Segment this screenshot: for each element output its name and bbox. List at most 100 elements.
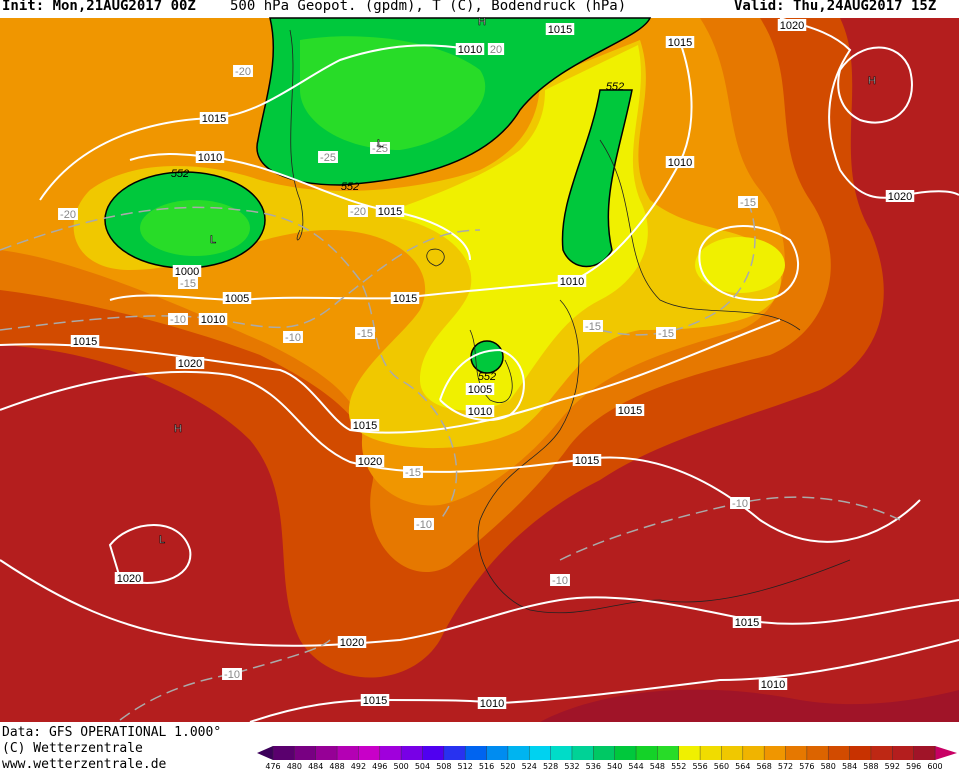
colorbar-label: 484 [308, 762, 323, 770]
colorbar-label: 584 [842, 762, 857, 770]
colorbar-label: 492 [351, 762, 366, 770]
isobar-label: 1015 [363, 695, 387, 707]
colorbar-label: 576 [799, 762, 814, 770]
isobar-label-box [337, 636, 367, 648]
temperature-label: -10 [416, 519, 432, 531]
colorbar-box [828, 746, 851, 760]
map-title: 500 hPa Geopot. (gpdm), T (C), Bodendruc… [230, 0, 626, 14]
footer: Data: GFS OPERATIONAL 1.000°(C) Wetterze… [2, 725, 221, 770]
colorbar-label: 532 [564, 762, 579, 770]
temperature-label-group: -20 [58, 208, 78, 221]
isobar-label-box [477, 697, 507, 709]
temperature-label: -15 [740, 197, 756, 209]
isobar-label-group: 1015 [665, 36, 695, 49]
colorbar-box [806, 746, 829, 760]
temperature-label-box [168, 313, 188, 325]
temperature-label-group: -10 [550, 574, 570, 587]
isotherm [0, 229, 481, 331]
colorbar-label: 592 [885, 762, 900, 770]
temperature-label-group: -25 [318, 151, 338, 164]
map: 1015 1015 1020 1010 1015 1010 1015 1010 1020 1000… [0, 16, 959, 723]
isobar-label-box [222, 292, 252, 304]
isobar-label: 1010 [198, 152, 222, 164]
temperature-label-box [656, 327, 676, 339]
field-dark-red [540, 689, 959, 722]
temperature-label-group: -10 [222, 668, 242, 681]
isobar [39, 44, 471, 201]
temperature-label-group: -10 [730, 497, 750, 510]
isobar [0, 559, 959, 647]
coast-britain [469, 329, 513, 403]
colorbar-label: 596 [906, 762, 921, 770]
colorbar-box [529, 746, 552, 760]
isobar-label-box [615, 404, 645, 416]
isobar-label-box [732, 616, 762, 628]
temperature-label: -25 [320, 152, 336, 164]
colorbar-box [742, 746, 765, 760]
colorbar-label: 528 [543, 762, 558, 770]
temperature-label-group: 20 [487, 43, 505, 56]
colorbar-box [443, 746, 466, 760]
temperature-label-group: -10 [168, 313, 188, 326]
temperature-label-box [58, 208, 78, 220]
colorbar-label: 516 [479, 762, 494, 770]
temperature-label-box [348, 205, 368, 217]
isobar-label-group: 1020 [114, 572, 144, 585]
isobar-label-group: 1015 [70, 335, 100, 348]
isobar-label: 1010 [480, 698, 504, 710]
colorbar-box [571, 746, 594, 760]
colorbar-box [657, 746, 680, 760]
colorbar-label: 512 [458, 762, 473, 770]
isobar-label-group: 1010 [198, 313, 228, 326]
temperature-label: -15 [357, 328, 373, 340]
isobar-label-group: 1015 [375, 205, 405, 218]
isobar-label: 1005 [468, 384, 492, 396]
colorbar-label: 520 [500, 762, 515, 770]
field-light-green-low [140, 200, 250, 256]
temperature-label-group: -10 [414, 518, 434, 531]
isobar [249, 639, 959, 723]
isobar-label: 1015 [378, 206, 402, 218]
isobar-label: 1010 [560, 276, 584, 288]
isobar-label: 1020 [117, 573, 141, 585]
temperature-label-box [222, 668, 242, 680]
temperature-label: -20 [350, 206, 366, 218]
isobar-label: 1020 [780, 20, 804, 32]
colorbar-label: 508 [436, 762, 451, 770]
isobar-label-group: 1015 [390, 292, 420, 305]
temperature-label-box [583, 320, 603, 332]
pressure-center: L [377, 138, 383, 150]
temperature-label-group: -20 [348, 205, 368, 218]
temperature-label-box [550, 574, 570, 586]
colorbar-label: 548 [650, 762, 665, 770]
temperature-label: -15 [585, 321, 601, 333]
isobar-label-group: 1020 [337, 636, 367, 649]
temperature-label: -10 [552, 575, 568, 587]
isobar-label: 1015 [668, 37, 692, 49]
temperature-label-box [233, 65, 253, 77]
temperature-label-box [403, 466, 423, 478]
isobar-label: 1020 [340, 637, 364, 649]
footer-line: (C) Wetterzentrale [2, 741, 143, 756]
isobar-label-group: 1010 [455, 43, 485, 56]
isobar-label: 1020 [358, 456, 382, 468]
colorbar-box [358, 746, 381, 760]
isobar-label-box [172, 265, 202, 277]
temperature-label: -10 [732, 498, 748, 510]
colorbar-box [764, 746, 787, 760]
colorbar-box [614, 746, 637, 760]
isobar-label-group: 1000 [172, 265, 202, 278]
colorbar-box [486, 746, 509, 760]
init-label: Init: Mon,21AUG2017 00Z [2, 0, 196, 14]
colorbar-label: 476 [265, 762, 280, 770]
colorbar-box [636, 746, 658, 760]
isobar-label-box [465, 383, 495, 395]
temperature-label-box [738, 196, 758, 208]
coast-iceland [426, 248, 445, 267]
isobar-label-group: 1020 [175, 357, 205, 370]
isobar-label: 1015 [202, 113, 226, 125]
height-label: 552 [171, 168, 189, 180]
isobar-label-group: 1010 [465, 405, 495, 418]
colorbar-box [721, 746, 744, 760]
colorbar-box [294, 746, 317, 760]
